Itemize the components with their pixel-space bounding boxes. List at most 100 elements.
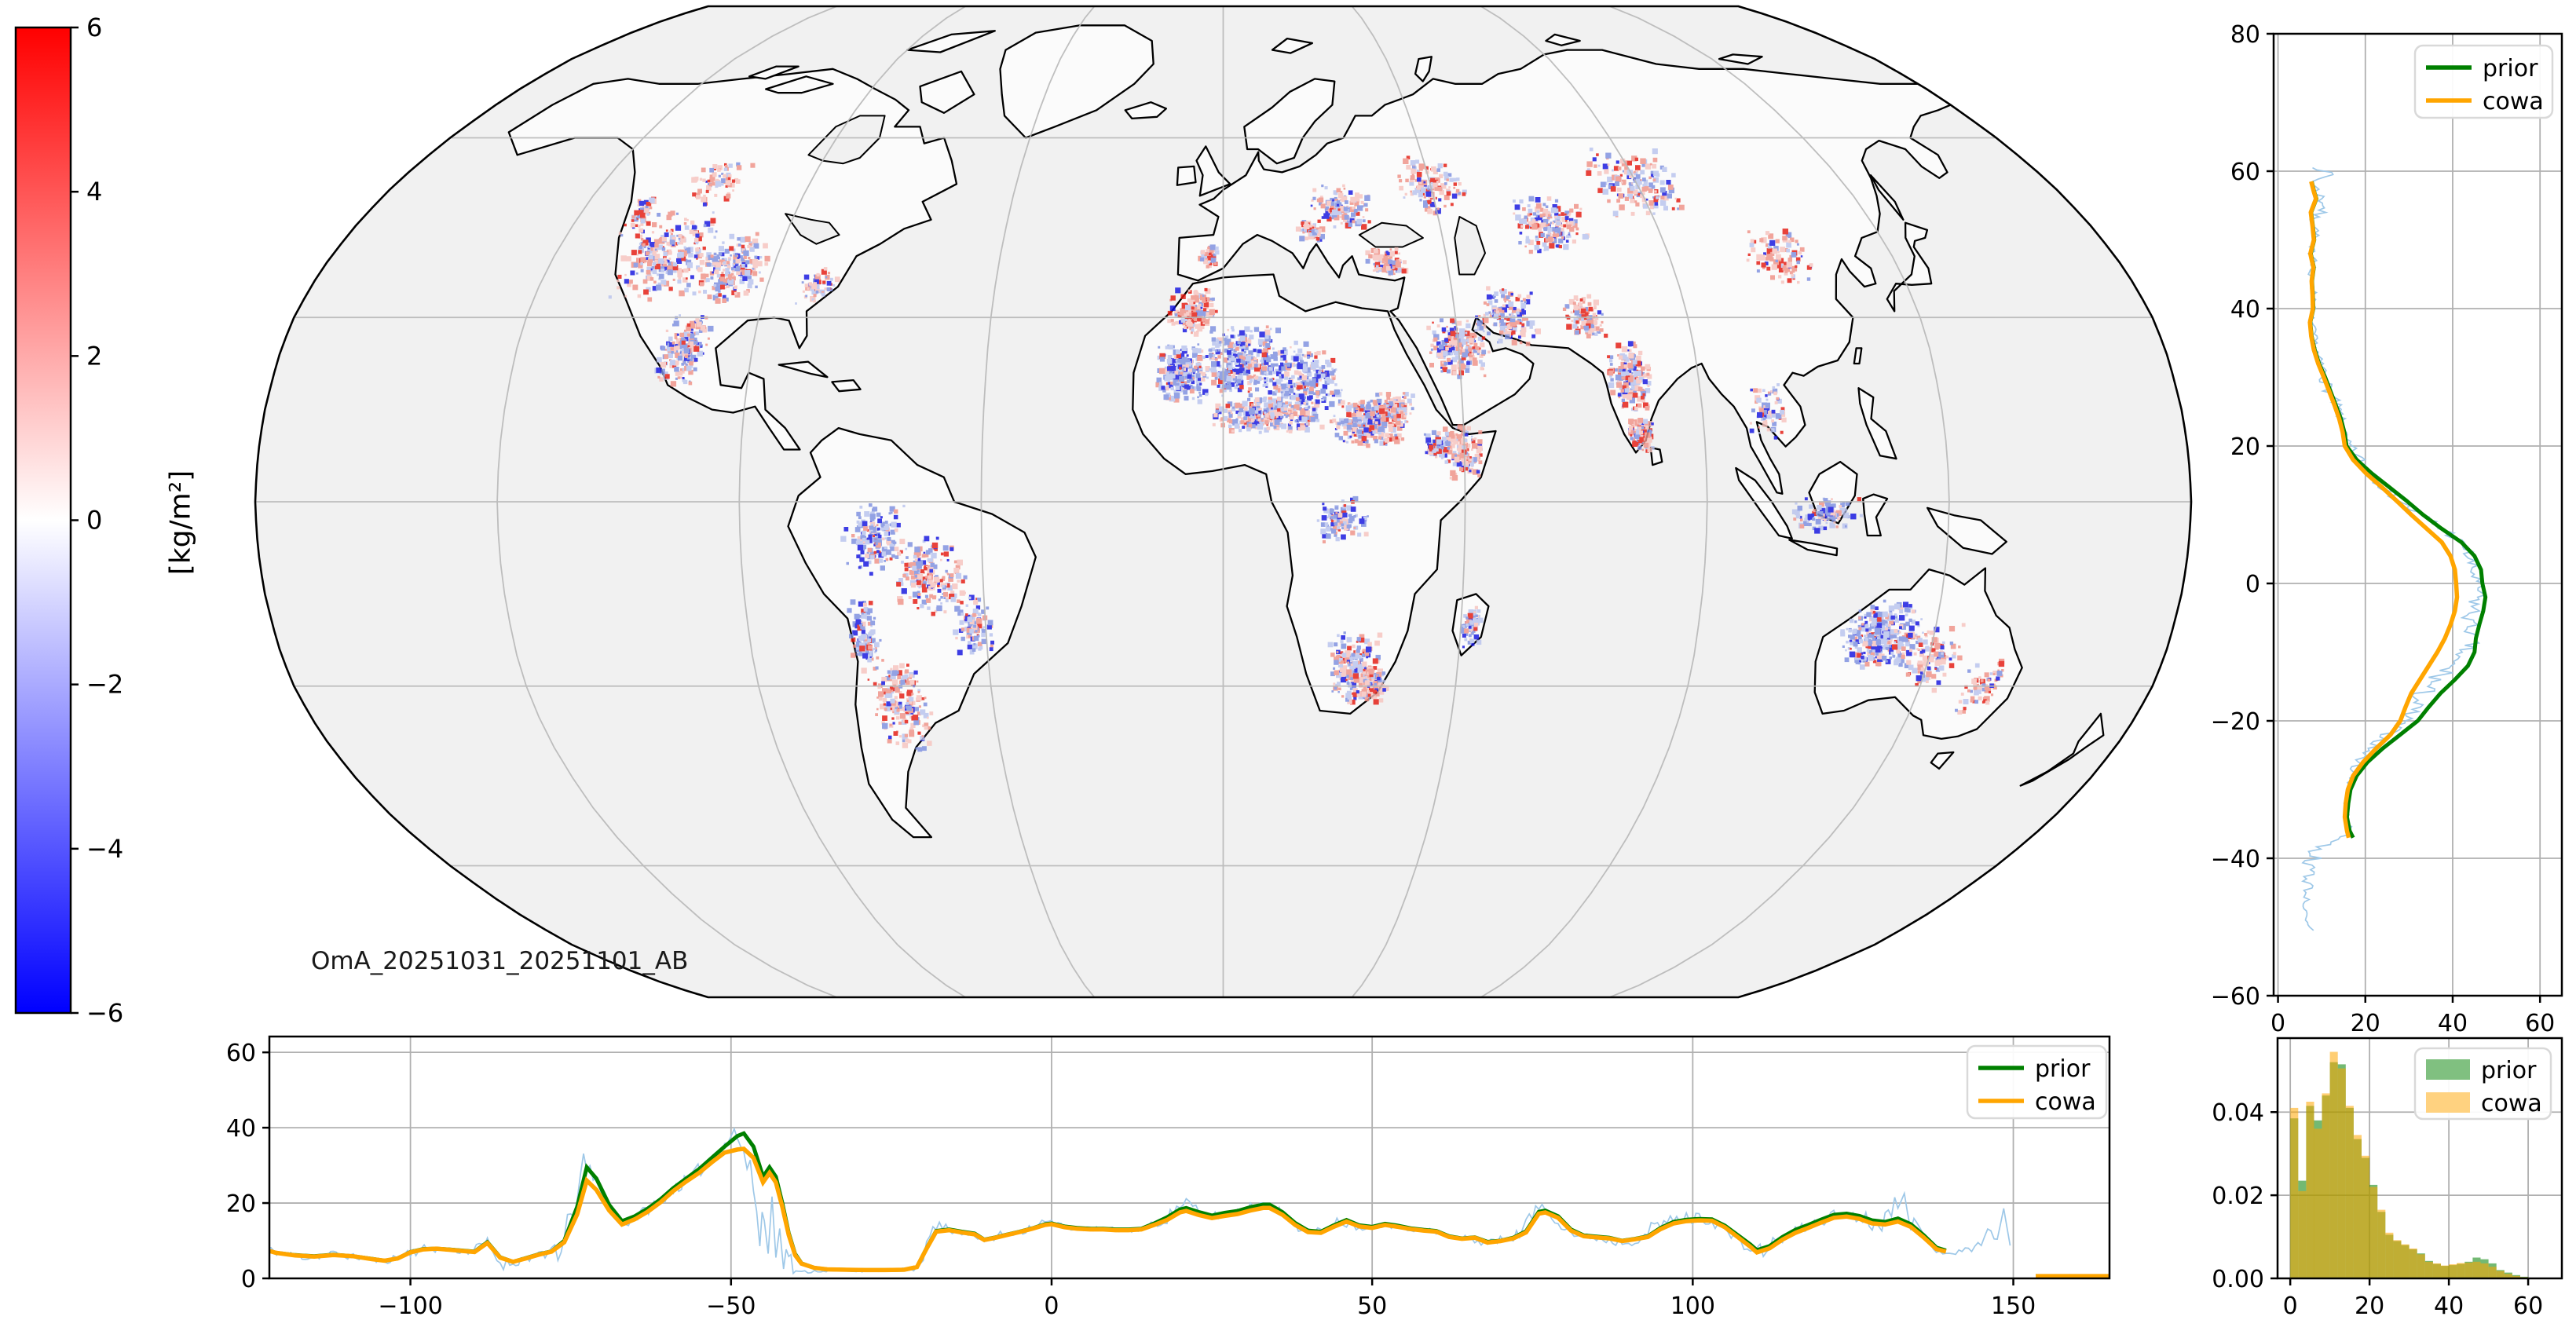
anomaly-dot xyxy=(1528,221,1534,226)
anomaly-dot xyxy=(1329,400,1335,408)
anomaly-dot xyxy=(723,196,730,202)
anomaly-dot xyxy=(849,634,854,638)
anomaly-dot xyxy=(1481,336,1486,340)
anomaly-dot xyxy=(674,367,679,372)
anomaly-dot xyxy=(672,364,677,368)
anomaly-dot xyxy=(904,567,909,572)
anomaly-dot xyxy=(1636,436,1639,439)
anomaly-dot xyxy=(966,627,971,633)
anomaly-dot xyxy=(917,691,920,693)
anomaly-dot xyxy=(1361,521,1367,527)
anomaly-dot xyxy=(1394,438,1400,444)
anomaly-dot xyxy=(1447,447,1450,450)
anomaly-dot xyxy=(1550,207,1557,214)
anomaly-dot xyxy=(898,735,902,738)
anomaly-dot xyxy=(729,246,734,251)
anomaly-dot xyxy=(1224,335,1229,339)
anomaly-dot xyxy=(902,742,909,748)
anomaly-dot xyxy=(1287,411,1291,414)
anomaly-dot xyxy=(933,576,940,583)
anomaly-dot xyxy=(946,583,950,588)
anomaly-dot xyxy=(657,273,660,276)
anomaly-dot xyxy=(1475,346,1480,350)
anomaly-dot xyxy=(1237,375,1243,381)
anomaly-dot xyxy=(947,573,950,576)
anomaly-dot xyxy=(1232,376,1238,381)
anomaly-dot xyxy=(1286,414,1290,417)
anomaly-dot xyxy=(1500,335,1503,338)
anomaly-dot xyxy=(1159,357,1165,362)
anomaly-dot xyxy=(1325,376,1330,382)
anomaly-dot xyxy=(1543,227,1548,232)
anomaly-dot xyxy=(683,222,687,225)
anomaly-dot xyxy=(1530,226,1532,229)
anomaly-dot xyxy=(1569,208,1574,213)
anomaly-dot xyxy=(856,525,860,528)
anomaly-dot xyxy=(973,635,979,642)
anomaly-dot xyxy=(695,233,700,238)
anomaly-dot xyxy=(1266,414,1272,419)
anomaly-dot xyxy=(1215,409,1220,414)
anomaly-dot xyxy=(1322,539,1326,543)
anomaly-dot xyxy=(1347,645,1352,651)
anomaly-dot xyxy=(1639,430,1644,435)
anomaly-dot xyxy=(635,224,639,227)
anomaly-dot xyxy=(814,283,820,290)
anomaly-dot xyxy=(1285,360,1288,364)
anomaly-dot xyxy=(874,651,876,653)
anomaly-dot xyxy=(1335,683,1338,687)
anomaly-dot xyxy=(975,630,978,633)
anomaly-dot xyxy=(885,558,889,561)
anomaly-dot xyxy=(1341,653,1347,658)
anomaly-dot xyxy=(1261,352,1267,357)
anomaly-dot xyxy=(1568,218,1574,223)
anomaly-dot xyxy=(1227,350,1231,355)
anomaly-dot xyxy=(1173,393,1180,399)
anomaly-dot xyxy=(1568,212,1572,215)
anomaly-dot xyxy=(978,647,982,651)
anomaly-dot xyxy=(922,746,927,751)
anomaly-dot xyxy=(1349,659,1352,662)
anomaly-dot xyxy=(1506,316,1511,321)
anomaly-dot xyxy=(643,289,649,295)
anomaly-dot xyxy=(692,230,698,236)
anomaly-dot xyxy=(1436,439,1442,445)
anomaly-dot xyxy=(1468,623,1474,629)
anomaly-dot xyxy=(1318,371,1323,375)
anomaly-dot xyxy=(1331,367,1334,371)
anomaly-dot xyxy=(679,239,682,242)
anomaly-dot xyxy=(1427,199,1432,204)
anomaly-dot xyxy=(1476,639,1482,645)
anomaly-dot xyxy=(1283,347,1286,351)
coastline xyxy=(1813,567,2023,740)
anomaly-dot xyxy=(756,261,763,267)
anomaly-dot xyxy=(1237,341,1241,345)
anomaly-dot xyxy=(1462,189,1467,195)
anomaly-dot xyxy=(917,551,921,556)
anomaly-dot xyxy=(876,539,882,545)
anomaly-dot xyxy=(1394,433,1398,437)
anomaly-dot xyxy=(1537,248,1542,254)
anomaly-dot xyxy=(1227,328,1230,331)
anomaly-dot xyxy=(1637,445,1642,450)
anomaly-dot xyxy=(1276,397,1282,401)
anomaly-dot xyxy=(734,292,741,298)
anomaly-dot xyxy=(1487,350,1491,354)
anomaly-dot xyxy=(1343,430,1348,436)
anomaly-dot xyxy=(1187,380,1190,383)
anomaly-dot xyxy=(1250,403,1254,407)
anomaly-dot xyxy=(1332,377,1336,381)
coastline xyxy=(1927,506,2007,555)
anomaly-dot xyxy=(875,649,877,652)
anomaly-dot xyxy=(858,522,862,527)
coastline xyxy=(2019,712,2105,787)
anomaly-dot xyxy=(1385,443,1388,446)
anomaly-dot xyxy=(1566,224,1572,229)
anomaly-dot xyxy=(1269,420,1272,422)
anomaly-dot xyxy=(1374,683,1377,686)
anomaly-dot xyxy=(1429,202,1436,207)
anomaly-dot xyxy=(1343,418,1348,424)
anomaly-dot xyxy=(664,374,670,379)
anomaly-dot xyxy=(927,558,931,562)
